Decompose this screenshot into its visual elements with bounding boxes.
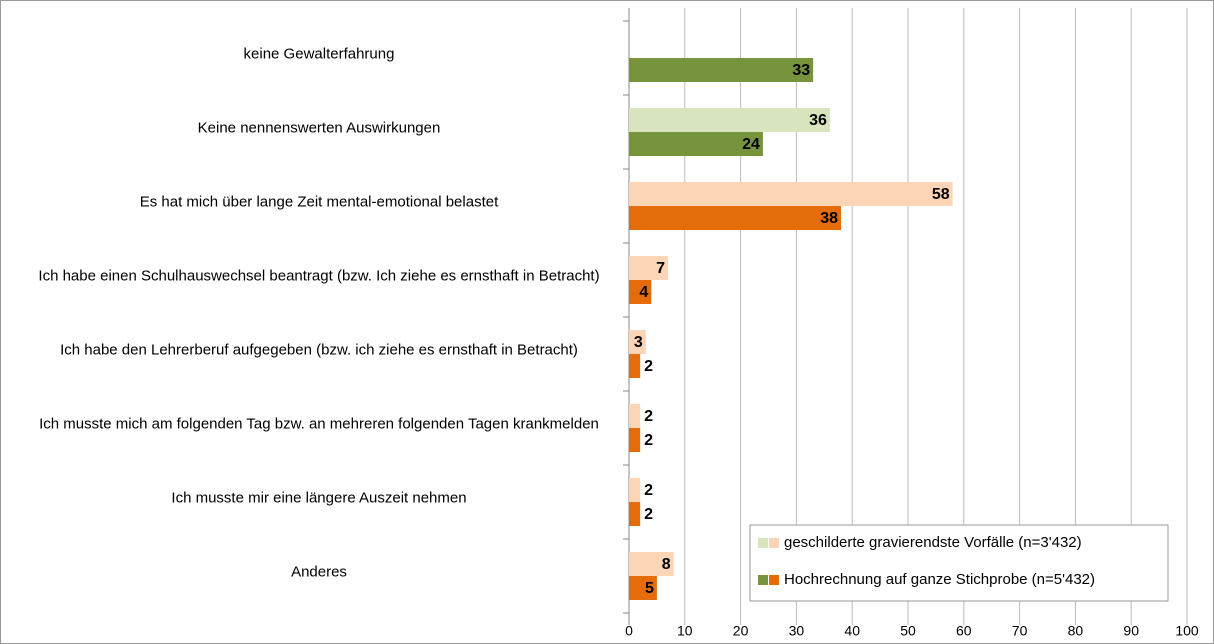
y-tick-label: Ich habe einen Schulhauswechsel beantrag…	[38, 267, 600, 285]
bar	[629, 428, 641, 452]
bar	[629, 58, 814, 82]
x-tick-label: 60	[956, 623, 972, 639]
data-label: 2	[644, 506, 653, 523]
data-label: 58	[932, 186, 950, 203]
x-tick-label: 90	[1123, 623, 1139, 639]
legend-label: geschilderte gravierendste Vorfälle (n=3…	[784, 534, 1082, 551]
x-tick-label: 10	[677, 623, 693, 639]
bar	[629, 354, 641, 378]
legend-swatch	[758, 575, 768, 585]
data-label: 24	[742, 136, 760, 153]
bar	[629, 280, 652, 304]
data-label: 2	[644, 358, 653, 375]
bar	[629, 256, 669, 280]
bar	[629, 502, 641, 526]
x-tick-label: 50	[900, 623, 916, 639]
data-label: 3	[634, 334, 643, 351]
data-label: 33	[792, 62, 810, 79]
x-tick-label: 20	[733, 623, 749, 639]
x-tick-label: 70	[1012, 623, 1028, 639]
legend-swatch	[769, 538, 779, 548]
y-tick-label: Es hat mich über lange Zeit mental-emoti…	[139, 193, 499, 211]
bar	[629, 108, 830, 132]
y-tick-label: Anderes	[291, 563, 347, 581]
data-label: 2	[644, 408, 653, 425]
bar	[629, 182, 953, 206]
x-tick-label: 0	[625, 623, 633, 639]
y-tick-label: Ich musste mir eine längere Auszeit nehm…	[171, 489, 467, 507]
bar	[629, 132, 763, 156]
bar	[629, 206, 842, 230]
data-label: 36	[809, 112, 827, 129]
y-tick-label: Ich habe den Lehrerberuf aufgegeben (bzw…	[60, 341, 578, 359]
legend-swatch	[758, 538, 768, 548]
legend-box	[749, 524, 1169, 602]
data-label: 8	[662, 556, 671, 573]
legend-swatch	[769, 575, 779, 585]
data-label: 5	[645, 580, 654, 597]
bar	[629, 478, 641, 502]
x-tick-label: 30	[789, 623, 805, 639]
bar	[629, 576, 657, 600]
x-tick-label: 80	[1068, 623, 1084, 639]
bar	[629, 552, 674, 576]
data-label: 7	[656, 260, 665, 277]
bar	[629, 330, 646, 354]
x-tick-label: 40	[844, 623, 860, 639]
data-label: 2	[644, 432, 653, 449]
data-label: 4	[639, 284, 648, 301]
data-label: 38	[820, 210, 838, 227]
y-tick-label: Keine nennenswerten Auswirkungen	[197, 119, 441, 137]
bar	[629, 404, 641, 428]
legend-label: Hochrechnung auf ganze Stichprobe (n=5'4…	[784, 571, 1095, 588]
y-tick-label: Ich musste mich am folgenden Tag bzw. an…	[39, 415, 599, 433]
data-label: 2	[644, 482, 653, 499]
x-tick-label: 100	[1175, 623, 1199, 639]
y-tick-label: keine Gewalterfahrung	[243, 45, 395, 63]
